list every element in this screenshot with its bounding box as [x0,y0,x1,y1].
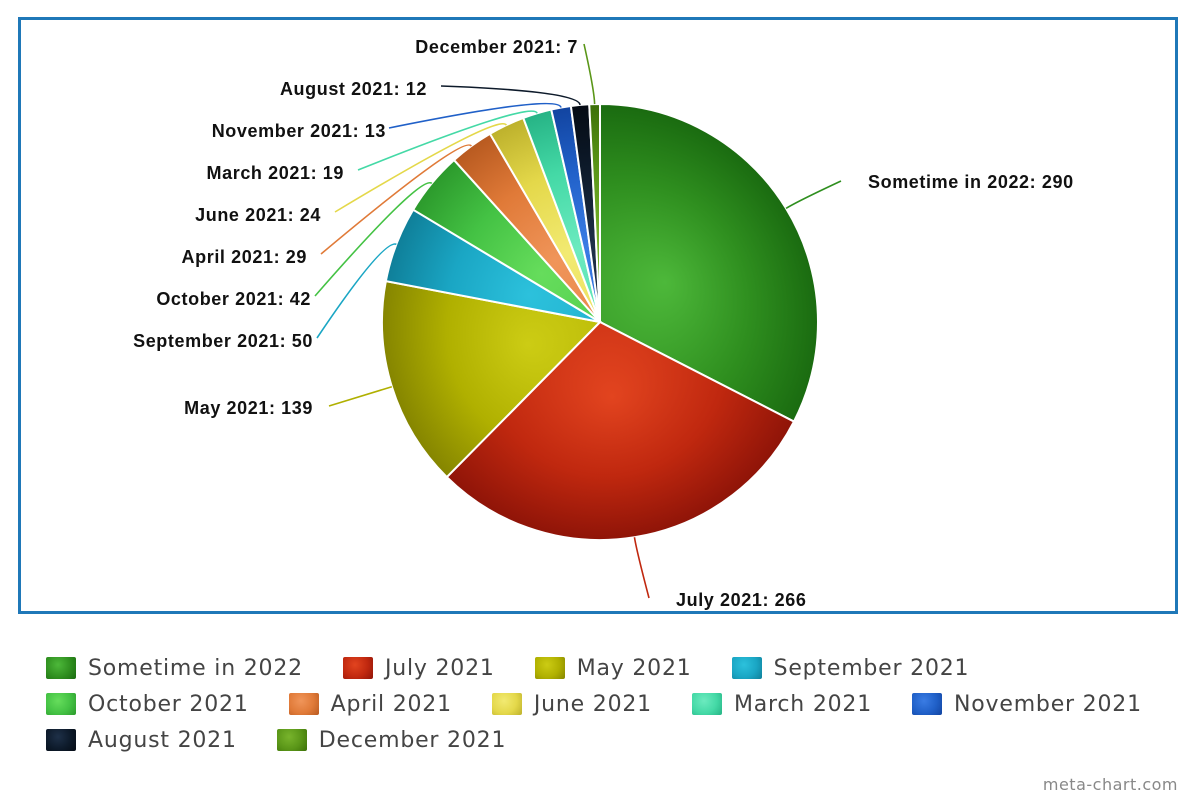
data-label-october-2021: October 2021: 42 [156,289,311,309]
legend-row: Sometime in 2022 July 2021 May 2021 Septemb… [46,650,1186,686]
legend-swatch [46,657,76,679]
legend-swatch [288,693,319,715]
data-label-april-2021: April 2021: 29 [182,247,307,267]
pie-chart: Sometime in 2022: 290 July 2021: 266 May 2… [133,37,1074,610]
leader-line-may-2021 [328,385,393,407]
legend-row: August 2021 December 2021 [46,722,1186,758]
legend-label: December 2021 [318,727,507,753]
legend-label: May 2021 [576,655,692,681]
legend-swatch [731,657,762,679]
data-label-november-2021: November 2021: 13 [212,121,386,141]
legend-label: August 2021 [88,727,237,753]
leader-line-september-2021 [316,243,397,339]
legend-swatch [534,657,565,679]
data-label-august-2021: August 2021: 12 [280,79,427,99]
legend: Sometime in 2022 July 2021 May 2021 Septemb… [46,650,1186,758]
leader-line-april-2021 [320,144,473,255]
leader-line-november-2021 [388,102,562,129]
leader-line-july-2021 [633,537,650,599]
legend-swatch [342,657,373,679]
data-label-sometime-in-2022: Sometime in 2022: 290 [868,172,1074,192]
leader-line-october-2021 [314,181,433,297]
legend-label: Sometime in 2022 [88,655,303,681]
legend-swatch [46,693,76,715]
data-label-may-2021: May 2021: 139 [184,398,313,418]
leader-line-sometime-in-2022 [785,180,842,210]
data-label-december-2021: December 2021: 7 [415,37,578,57]
data-label-september-2021: September 2021: 50 [133,331,313,351]
legend-item-june-2021[interactable]: June 2021 [491,691,652,717]
leader-line-august-2021 [440,85,581,106]
data-label-june-2021: June 2021: 24 [195,205,321,225]
legend-label: September 2021 [773,655,970,681]
leader-line-june-2021 [334,122,508,213]
watermark: meta-chart.com [1042,775,1178,794]
legend-label: July 2021 [384,655,495,681]
legend-swatch [491,693,522,715]
legend-swatch [46,729,76,751]
legend-label: November 2021 [954,691,1142,717]
legend-label: March 2021 [733,691,873,717]
legend-item-august-2021[interactable]: August 2021 [46,728,237,753]
data-label-march-2021: March 2021: 19 [207,163,344,183]
legend-item-november-2021[interactable]: November 2021 [912,692,1142,717]
data-label-july-2021: July 2021: 266 [676,590,807,610]
legend-swatch [912,693,943,715]
leader-line-march-2021 [357,110,538,171]
legend-label: October 2021 [88,691,249,717]
legend-label: April 2021 [330,691,452,717]
legend-item-july-2021[interactable]: July 2021 [342,655,495,681]
legend-item-december-2021[interactable]: December 2021 [276,727,507,753]
leader-line-december-2021 [583,43,596,105]
legend-item-sometime-in-2022[interactable]: Sometime in 2022 [46,656,303,681]
pie-slice-sometime-in-2022[interactable] [599,102,819,423]
legend-label: June 2021 [533,691,652,717]
legend-item-september-2021[interactable]: September 2021 [731,655,970,681]
legend-swatch [691,693,722,715]
legend-swatch [276,729,307,751]
legend-row: October 2021 April 2021 June 2021 March 202… [46,686,1186,722]
legend-item-may-2021[interactable]: May 2021 [534,655,692,681]
legend-item-october-2021[interactable]: October 2021 [46,692,249,717]
legend-item-april-2021[interactable]: April 2021 [288,691,452,717]
legend-item-march-2021[interactable]: March 2021 [691,691,873,717]
chart-frame: Sometime in 2022: 290 July 2021: 266 May 2… [18,17,1178,614]
